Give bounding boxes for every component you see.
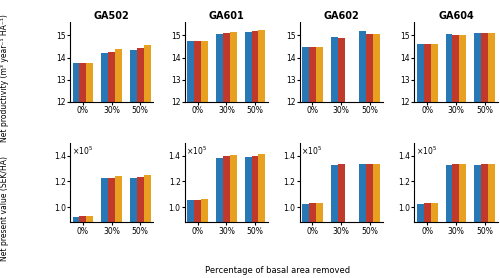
Bar <box>424 44 430 278</box>
Text: Net productivity (m³ year⁻¹ HA⁻¹): Net productivity (m³ year⁻¹ HA⁻¹) <box>0 14 10 142</box>
Bar <box>452 35 460 278</box>
Bar <box>424 203 430 278</box>
Bar <box>144 45 150 278</box>
Title: GA502: GA502 <box>94 11 130 21</box>
Bar <box>230 155 236 278</box>
Bar <box>430 44 438 278</box>
Bar <box>86 216 93 278</box>
Bar <box>316 47 323 278</box>
Bar <box>80 216 86 278</box>
Bar <box>102 178 108 278</box>
Bar <box>331 165 338 278</box>
Bar <box>302 204 309 278</box>
Bar <box>446 34 452 278</box>
Bar <box>194 41 201 278</box>
Bar <box>374 165 380 278</box>
Bar <box>488 164 495 278</box>
Bar <box>188 200 194 278</box>
Text: $\times10^5$: $\times10^5$ <box>416 145 437 157</box>
Bar <box>230 31 236 278</box>
Bar <box>338 38 344 278</box>
Bar <box>216 34 223 278</box>
Bar <box>201 41 208 278</box>
Text: Percentage of basal area removed: Percentage of basal area removed <box>205 266 350 275</box>
Bar <box>115 176 122 278</box>
Bar <box>417 44 424 278</box>
Bar <box>223 33 230 278</box>
Bar <box>252 156 258 278</box>
Bar <box>474 33 481 278</box>
Bar <box>252 31 258 278</box>
Bar <box>115 49 122 278</box>
Bar <box>201 199 208 278</box>
Bar <box>481 33 488 278</box>
Bar <box>417 204 424 278</box>
Bar <box>481 165 488 278</box>
Text: $\times10^5$: $\times10^5$ <box>72 145 92 157</box>
Bar <box>446 165 452 278</box>
Bar <box>452 165 460 278</box>
Bar <box>72 63 80 278</box>
Title: GA601: GA601 <box>208 11 244 21</box>
Bar <box>108 52 115 278</box>
Text: $\times10^5$: $\times10^5$ <box>301 145 322 157</box>
Bar <box>194 200 201 278</box>
Bar <box>309 203 316 278</box>
Bar <box>258 154 266 278</box>
Bar <box>460 164 466 278</box>
Bar <box>360 31 366 278</box>
Bar <box>331 37 338 278</box>
Bar <box>258 30 266 278</box>
Bar <box>137 177 143 278</box>
Bar <box>374 34 380 278</box>
Bar <box>460 35 466 278</box>
Bar <box>474 165 481 278</box>
Bar <box>360 164 366 278</box>
Bar <box>244 31 252 278</box>
Bar <box>309 47 316 278</box>
Bar <box>366 165 374 278</box>
Title: GA602: GA602 <box>324 11 359 21</box>
Text: $\times10^5$: $\times10^5$ <box>186 145 208 157</box>
Bar <box>102 53 108 278</box>
Bar <box>244 157 252 278</box>
Bar <box>86 63 93 278</box>
Bar <box>108 178 115 278</box>
Bar <box>130 178 137 278</box>
Bar <box>144 175 150 278</box>
Bar <box>72 217 80 278</box>
Bar <box>130 50 137 278</box>
Bar <box>223 157 230 278</box>
Bar <box>366 34 374 278</box>
Title: GA604: GA604 <box>438 11 474 21</box>
Bar <box>188 41 194 278</box>
Bar <box>80 63 86 278</box>
Bar <box>137 48 143 278</box>
Bar <box>488 33 495 278</box>
Text: Net present value (SEK/HA): Net present value (SEK/HA) <box>0 156 10 261</box>
Bar <box>316 203 323 278</box>
Bar <box>216 158 223 278</box>
Bar <box>302 47 309 278</box>
Bar <box>338 165 344 278</box>
Bar <box>430 203 438 278</box>
